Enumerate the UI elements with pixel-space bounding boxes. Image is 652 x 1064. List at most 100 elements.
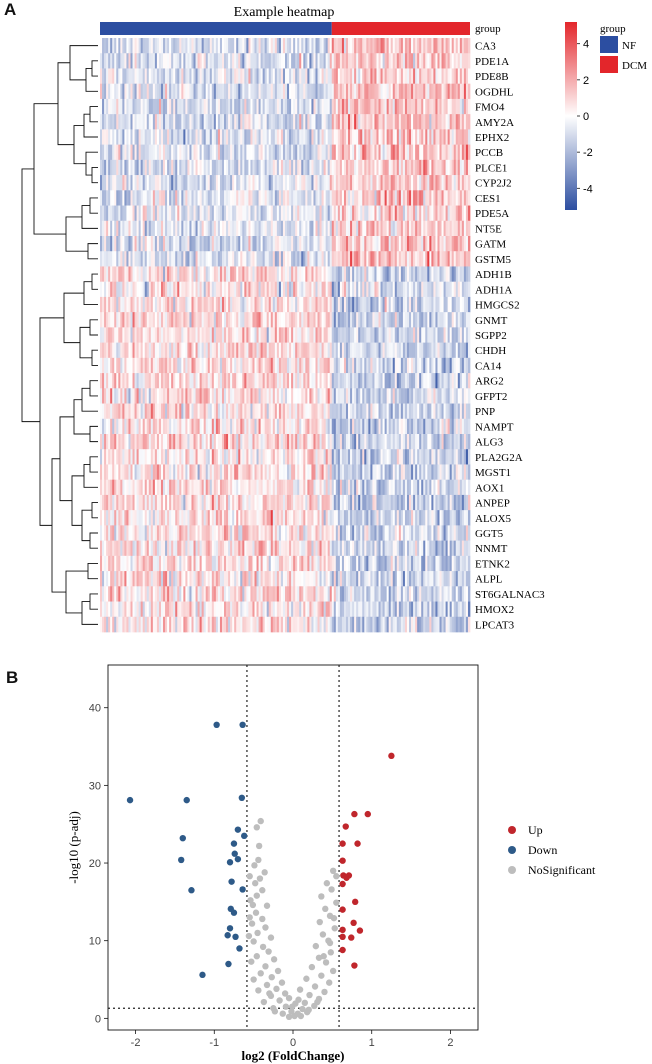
heatmap-cell	[124, 296, 127, 313]
heatmap-cell	[295, 38, 298, 54]
heatmap-cell	[461, 357, 465, 374]
heatmap-cell	[177, 342, 180, 359]
heatmap-cell	[451, 418, 455, 435]
heatmap-cell	[138, 114, 142, 130]
heatmap-cell	[100, 388, 103, 404]
heatmap-cell	[350, 236, 353, 252]
heatmap-cell	[181, 190, 184, 206]
heatmap-cell	[104, 159, 107, 176]
heatmap-cell	[191, 266, 194, 283]
heatmap-cell	[348, 266, 351, 283]
heatmap-cell	[179, 281, 182, 298]
heatmap-cell	[234, 418, 237, 435]
heatmap-cell	[211, 144, 215, 161]
heatmap-cell	[108, 53, 111, 69]
heatmap-cell	[181, 129, 184, 145]
heatmap-cell	[138, 373, 142, 389]
heatmap-cell	[201, 449, 205, 465]
heatmap-cell	[445, 144, 448, 161]
heatmap-cell	[366, 220, 369, 237]
heatmap-cell	[108, 281, 111, 298]
heatmap-cell	[154, 190, 158, 206]
heatmap-cell	[447, 266, 451, 283]
heatmap-cell	[356, 159, 359, 176]
heatmap-cell	[406, 251, 410, 267]
heatmap-cell	[323, 144, 327, 161]
heatmap-cell	[445, 236, 448, 252]
heatmap-cell	[459, 281, 463, 298]
heatmap-cell	[150, 357, 154, 374]
heatmap-cell	[191, 434, 194, 450]
heatmap-cell	[323, 38, 327, 54]
heatmap-cell	[104, 205, 107, 222]
heatmap-cell	[189, 83, 192, 100]
heatmap-cell	[282, 129, 286, 145]
heatmap-cell	[394, 327, 398, 343]
heatmap-cell	[158, 251, 162, 267]
heatmap-cell	[248, 296, 251, 313]
heatmap-cell	[437, 190, 440, 206]
heatmap-cell	[431, 220, 434, 237]
heatmap-cell	[421, 373, 424, 389]
heatmap-cell	[211, 68, 215, 85]
heatmap-cell	[132, 98, 135, 115]
heatmap-cell	[169, 38, 172, 54]
heatmap-cell	[307, 296, 310, 313]
heatmap-cell	[126, 434, 129, 450]
heatmap-cell	[455, 236, 459, 252]
heatmap-cell	[354, 403, 357, 420]
heatmap-cell	[262, 296, 266, 313]
heatmap-cell	[173, 68, 176, 85]
heatmap-cell	[413, 388, 416, 404]
heatmap-cell	[358, 53, 361, 69]
heatmap-cell	[417, 296, 420, 313]
heatmap-cell	[390, 296, 394, 313]
heatmap-cell	[451, 129, 455, 145]
heatmap-cell	[150, 418, 154, 435]
heatmap-cell	[205, 129, 209, 145]
heatmap-cell	[343, 129, 347, 145]
heatmap-cell	[104, 296, 107, 313]
heatmap-cell	[280, 236, 284, 252]
heatmap-cell	[303, 220, 306, 237]
heatmap-cell	[128, 266, 131, 283]
heatmap-cell	[372, 98, 375, 115]
heatmap-cell	[142, 98, 146, 115]
heatmap-cell	[232, 403, 235, 420]
heatmap-cell	[146, 144, 150, 161]
heatmap-cell	[439, 327, 442, 343]
heatmap-cell	[455, 83, 459, 100]
heatmap-cell	[260, 83, 263, 100]
heatmap-cell	[402, 418, 406, 435]
heatmap-cell	[321, 83, 324, 100]
heatmap-cell	[244, 190, 247, 206]
heatmap-cell	[189, 327, 192, 343]
heatmap-cell	[343, 38, 347, 54]
heatmap-cell	[221, 266, 225, 283]
heatmap-cell	[293, 114, 296, 130]
heatmap-cell	[467, 327, 471, 343]
heatmap-cell	[136, 418, 139, 435]
heatmap-cell	[291, 388, 294, 404]
heatmap-cell	[272, 312, 276, 328]
heatmap-cell	[293, 53, 296, 69]
heatmap-cell	[189, 251, 192, 267]
heatmap-cell	[415, 266, 418, 283]
heatmap-cell	[368, 403, 371, 420]
heatmap-cell	[167, 114, 170, 130]
heatmap-cell	[404, 190, 408, 206]
heatmap-cell	[465, 144, 469, 161]
heatmap-cell	[219, 175, 223, 191]
heatmap-cell	[134, 296, 137, 313]
heatmap-cell	[305, 159, 308, 176]
heatmap-cell	[299, 312, 302, 328]
heatmap-cell	[447, 327, 451, 343]
heatmap-cell	[134, 357, 137, 374]
heatmap-cell	[352, 159, 355, 176]
heatmap-cell	[122, 281, 125, 298]
heatmap-cell	[390, 266, 394, 283]
heatmap-cell	[124, 403, 127, 420]
heatmap-cell	[382, 296, 385, 313]
heatmap-cell	[112, 98, 115, 115]
heatmap-cell	[339, 281, 343, 298]
